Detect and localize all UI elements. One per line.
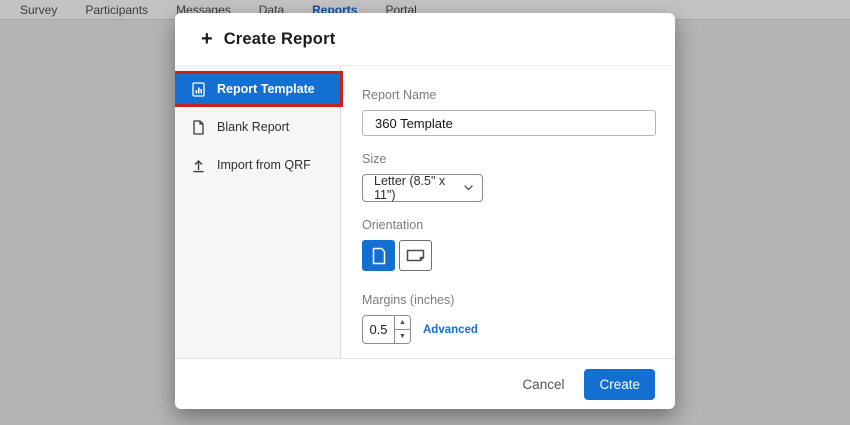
- blank-report-icon: [190, 119, 206, 135]
- size-dropdown-value: Letter (8.5" x 11"): [374, 174, 446, 202]
- report-name-label: Report Name: [362, 88, 437, 102]
- orientation-landscape-button[interactable]: [399, 240, 432, 271]
- dialog-header: + Create Report: [175, 13, 675, 66]
- sidebar-item-import-qrf[interactable]: Import from QRF: [175, 150, 340, 180]
- sidebar-item-label: Report Template: [217, 82, 315, 96]
- orientation-label: Orientation: [362, 218, 424, 232]
- dialog-sidebar: Report Template Blank Report: [175, 66, 343, 358]
- dialog-footer: Cancel Create: [175, 358, 675, 409]
- orientation-portrait-button[interactable]: [362, 240, 395, 271]
- create-button[interactable]: Create: [584, 368, 655, 400]
- margins-stepper: 0.5 ▲ ▼: [362, 315, 411, 344]
- nav-tab-survey[interactable]: Survey: [20, 2, 58, 17]
- report-name-input[interactable]: [362, 110, 656, 136]
- stepper-up-icon: ▲: [399, 319, 406, 326]
- orientation-options: [362, 240, 656, 271]
- stepper-down-icon: ▼: [399, 333, 406, 340]
- sidebar-item-blank-report[interactable]: Blank Report: [175, 112, 340, 142]
- cancel-button[interactable]: Cancel: [522, 376, 565, 392]
- sidebar-item-report-template[interactable]: Report Template: [175, 71, 343, 107]
- sidebar-item-label: Blank Report: [217, 120, 290, 134]
- size-dropdown[interactable]: Letter (8.5" x 11"): [362, 174, 483, 202]
- advanced-margins-link[interactable]: Advanced: [423, 323, 478, 336]
- margins-value[interactable]: 0.5: [369, 322, 388, 337]
- size-label: Size: [362, 152, 387, 166]
- stepper-up-button[interactable]: ▲: [395, 316, 410, 330]
- upload-icon: [190, 157, 206, 173]
- margins-label: Margins (inches): [362, 293, 455, 307]
- dialog-title: Create Report: [223, 29, 336, 48]
- chevron-down-icon: [464, 185, 473, 191]
- report-template-icon: [190, 81, 206, 97]
- nav-tab-participants[interactable]: Participants: [85, 2, 149, 17]
- portrait-icon: [372, 247, 386, 265]
- create-report-dialog: + Create Report Report Template: [175, 13, 675, 409]
- sidebar-item-label: Import from QRF: [217, 158, 311, 172]
- landscape-icon: [406, 249, 425, 262]
- plus-icon: +: [201, 28, 213, 50]
- stepper-down-button[interactable]: ▼: [395, 330, 410, 343]
- dialog-form: Report Name Size Letter (8.5" x 11") Ori…: [341, 66, 675, 358]
